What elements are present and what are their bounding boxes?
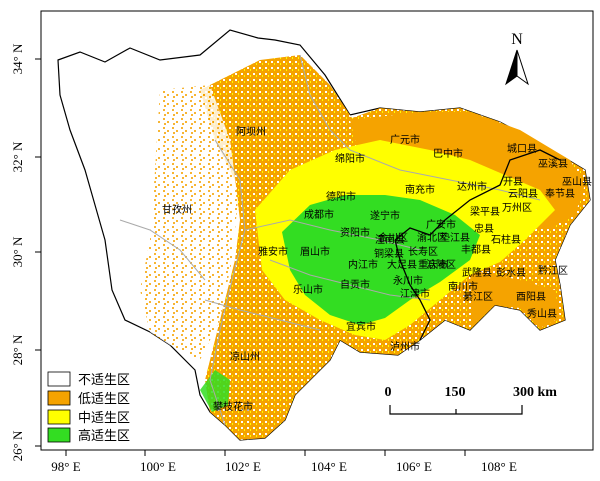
place-label: 德阳市 [326,190,356,203]
place-label: 江津市 [400,287,430,300]
legend-label-not-suitable: 不适生区 [78,372,130,387]
x-tick-label: 106° E [396,459,432,474]
x-tick-label: 98° E [51,459,80,474]
county-boundaries [119,54,541,426]
place-label: 垫江县 [440,231,470,244]
x-tick-label: 104° E [311,459,347,474]
legend-label-low: 低适生区 [78,391,130,406]
place-label: 甘孜州 [162,203,192,216]
place-label: 彭水县 [496,266,526,279]
place-label: 綦江区 [463,290,493,303]
legend-swatch-medium [47,409,71,425]
place-label: 奉节县 [545,187,575,200]
place-label: 凉山州 [230,350,260,363]
scale-label-300: 300 km [513,385,557,400]
place-label: 合川区 [378,231,408,244]
place-label: 遂宁市 [370,209,400,222]
scale-bar: 0 150 300 km [385,385,557,415]
y-tick-label: 32° N [10,141,25,172]
scale-label-150: 150 [445,385,466,400]
y-tick-label: 28° N [10,334,25,365]
x-tick-label: 108° E [481,459,517,474]
place-label: 渝北区 [417,231,447,244]
place-label: 阿坝州 [236,126,266,138]
place-label: 内江市 [348,258,378,271]
place-label: 绵阳市 [335,152,365,165]
region-high-suitability [282,195,480,325]
x-tick-label: 102° E [225,459,261,474]
place-label: 城口县 [507,143,537,155]
region-high-sw [200,370,230,412]
region-low-speckle-west [140,85,238,360]
north-label: N [511,31,523,48]
place-label: 开县 [503,176,523,188]
place-label: 秀山县 [527,308,557,320]
place-label: 自贡市 [340,278,370,291]
legend: 不适生区 低适生区 中适生区 高适生区 [47,371,130,443]
y-tick-label: 34° N [10,43,25,74]
place-label: 巫山县 [562,176,592,188]
legend-label-medium: 中适生区 [78,410,130,425]
axis-ticks [35,58,466,456]
place-label: 万州区 [502,202,532,214]
legend-swatch-low [47,390,71,406]
place-label: 乐山市 [293,283,323,296]
y-tick-label: 30° N [10,236,25,267]
chongqing-boundary [394,149,561,341]
place-label: 永川市 [393,274,423,287]
place-label: 酉阳县 [516,291,546,303]
y-tick-label: 26° N [10,430,25,461]
place-labels: 阿坝州 甘孜州 凉山州 攀枝花市 雅安市 眉山市 乐山市 成都市 德阳市 绵阳市… [162,126,592,413]
x-tick-label: 100° E [140,459,176,474]
place-label: 南充市 [405,183,435,196]
place-label: 攀枝花市 [213,400,253,413]
place-label: 巴中市 [433,147,463,160]
place-label: 忠县 [474,223,494,235]
place-label: 铜梁县 [374,247,404,260]
place-label: 丰都县 [461,243,491,256]
place-label: 达州市 [457,180,487,193]
legend-swatch-high [47,427,71,443]
place-label: 泸州市 [390,340,420,353]
place-label: 资阳市 [340,226,370,239]
scale-label-0: 0 [385,385,392,400]
place-label: 大足县 [387,258,417,271]
place-label: 宜宾市 [346,320,376,333]
place-label: 云阳县 [508,188,538,200]
place-label: 梁平县 [470,205,500,218]
place-label: 成都市 [304,208,334,221]
place-label: 广安市 [426,218,456,231]
y-axis-labels: 34° N 32° N 30° N 28° N 26° N [10,43,25,461]
place-label: 南川市 [448,280,478,293]
place-label: 眉山市 [300,245,330,258]
legend-swatch-not-suitable [47,371,71,387]
place-label: 潼南县 [375,233,405,246]
place-label: 雅安市 [258,245,288,258]
north-arrow-icon: N [505,31,529,86]
x-axis-labels: 98° E 100° E 102° E 104° E 106° E 108° E [51,459,517,474]
place-label: 武隆县 [462,266,492,279]
place-label: 长寿区 [408,245,438,258]
place-label: 广元市 [390,133,420,146]
place-label: 石柱县 [491,233,521,246]
place-label: 涪陵区 [426,258,456,271]
legend-label-high: 高适生区 [78,428,130,443]
place-label: 重庆市 [418,258,448,271]
place-label: 巫溪县 [538,158,568,170]
region-low-south [470,270,560,328]
place-label: 黔江区 [538,264,568,277]
